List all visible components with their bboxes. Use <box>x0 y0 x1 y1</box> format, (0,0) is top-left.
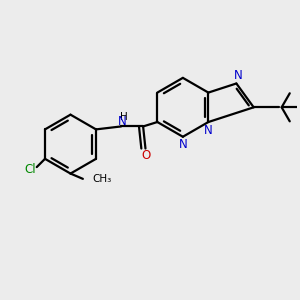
Text: CH₃: CH₃ <box>92 174 112 184</box>
Text: N: N <box>118 115 127 128</box>
Text: N: N <box>178 139 187 152</box>
Text: O: O <box>141 149 151 162</box>
Text: Cl: Cl <box>25 163 36 176</box>
Text: N: N <box>204 124 213 137</box>
Text: H: H <box>119 112 127 122</box>
Text: N: N <box>233 69 242 82</box>
